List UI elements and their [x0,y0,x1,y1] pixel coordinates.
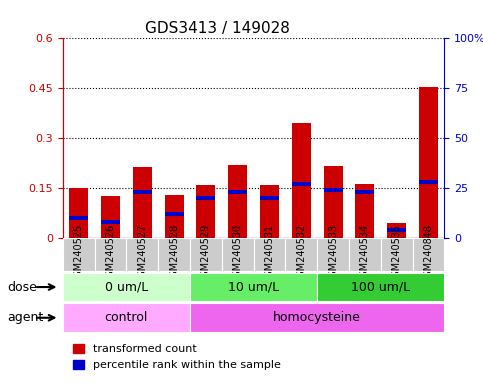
Bar [387,223,406,238]
Bar [69,188,88,238]
Text: GSM240848: GSM240848 [424,224,433,283]
Bar [133,190,152,194]
Bar [165,212,184,216]
Bar [101,220,120,224]
Bar [190,238,222,271]
Bar [381,238,412,271]
Text: GSM240525: GSM240525 [74,224,84,283]
Bar [63,273,190,301]
Bar [387,228,406,232]
Text: GSM240530: GSM240530 [233,224,242,283]
Text: GSM240531: GSM240531 [265,224,274,283]
Bar [196,185,215,238]
Text: GSM240535: GSM240535 [392,224,402,283]
Bar [63,303,190,332]
Text: GSM240534: GSM240534 [360,224,370,283]
Bar [285,238,317,271]
Text: GSM240533: GSM240533 [328,224,338,283]
Bar [63,238,95,271]
Bar [324,188,342,192]
Bar [158,238,190,271]
Bar [101,197,120,238]
Text: GSM240532: GSM240532 [296,224,306,283]
Bar [228,190,247,194]
Bar [355,190,374,194]
Bar [412,238,444,271]
Text: GDS3413 / 149028: GDS3413 / 149028 [145,21,290,36]
Bar [228,165,247,238]
Text: agent: agent [7,311,43,324]
Bar [165,195,184,238]
Bar [317,273,444,301]
Text: GSM240529: GSM240529 [201,224,211,283]
Text: GSM240528: GSM240528 [169,224,179,283]
Text: 10 um/L: 10 um/L [228,281,279,293]
Bar [254,238,285,271]
Text: 0 um/L: 0 um/L [105,281,148,293]
Bar [127,238,158,271]
Text: 100 um/L: 100 um/L [351,281,411,293]
Bar [133,167,152,238]
Bar [324,166,342,238]
Bar [355,184,374,238]
Bar [419,87,438,238]
Bar [196,196,215,200]
Bar [292,123,311,238]
Bar [292,182,311,186]
Bar [419,180,438,184]
Bar [222,238,254,271]
Bar [349,238,381,271]
Legend: transformed count, percentile rank within the sample: transformed count, percentile rank withi… [69,340,285,375]
Bar [317,238,349,271]
Bar [95,238,127,271]
Text: homocysteine: homocysteine [273,311,361,324]
Bar [190,273,317,301]
Text: dose: dose [7,281,37,293]
Bar [190,303,444,332]
Bar [260,196,279,200]
Text: GSM240526: GSM240526 [105,224,115,283]
Bar [69,216,88,220]
Text: control: control [105,311,148,324]
Bar [260,185,279,238]
Text: GSM240527: GSM240527 [137,224,147,283]
